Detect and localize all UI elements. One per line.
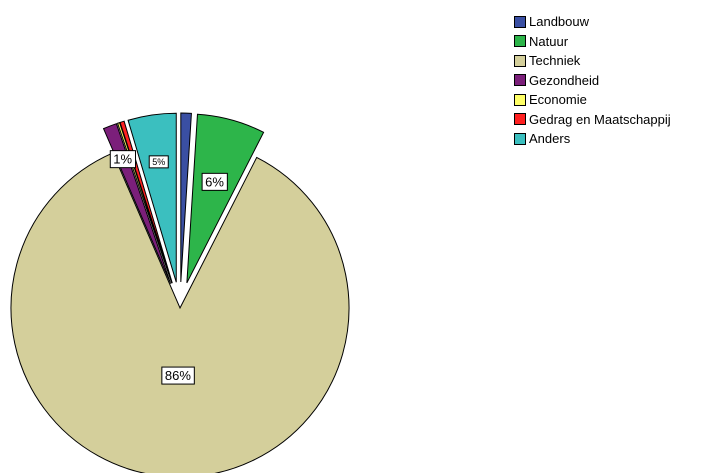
legend-label: Anders	[529, 131, 571, 147]
data-label-box-gezondheid	[109, 150, 137, 169]
legend-label: Gedrag en Maatschappij	[529, 111, 671, 127]
data-label-anders: 5%	[152, 157, 165, 167]
pie-slice-landbouw	[180, 112, 192, 283]
legend-swatch-gedrag-en-maatschappij	[514, 113, 526, 126]
pie-slice-natuur	[186, 113, 265, 284]
legend-item-landbouw: Landbouw	[514, 12, 671, 32]
legend-label: Techniek	[529, 53, 581, 69]
data-label-box-natuur	[201, 172, 228, 191]
legend-label: Landbouw	[529, 14, 589, 30]
legend-swatch-landbouw	[514, 15, 526, 28]
legend-item-gedrag-en-maatschappij: Gedrag en Maatschappij	[514, 110, 671, 130]
legend-swatch-natuur	[514, 35, 526, 48]
legend-label: Natuur	[529, 33, 569, 49]
legend: Landbouw Natuur Techniek Gezondheid Econ…	[514, 12, 671, 149]
data-label-natuur: 6%	[205, 174, 224, 189]
pie-slice-techniek	[10, 152, 350, 473]
data-label-box-anders	[148, 155, 169, 169]
legend-item-natuur: Natuur	[514, 32, 671, 52]
legend-swatch-economie	[514, 93, 526, 106]
legend-item-anders: Anders	[514, 129, 671, 149]
legend-label: Economie	[529, 92, 587, 108]
data-label-box-techniek	[161, 366, 195, 385]
data-label-gezondheid: 1%	[113, 152, 132, 167]
data-label-techniek: 86%	[165, 368, 191, 383]
legend-swatch-gezondheid	[514, 74, 526, 87]
legend-item-gezondheid: Gezondheid	[514, 71, 671, 91]
legend-swatch-techniek	[514, 54, 526, 67]
legend-item-economie: Economie	[514, 90, 671, 110]
legend-label: Gezondheid	[529, 72, 600, 88]
legend-item-techniek: Techniek	[514, 51, 671, 71]
legend-swatch-anders	[514, 132, 526, 145]
